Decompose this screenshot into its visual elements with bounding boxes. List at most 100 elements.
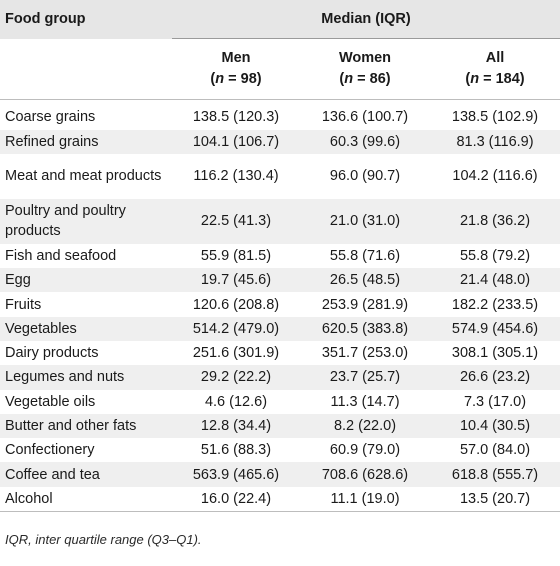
table-header: Food group Median (IQR) Men (n = 98) Wom… (0, 0, 560, 100)
table-footnote: IQR, inter quartile range (Q3–Q1). (5, 532, 202, 547)
food-group-cell: Dairy products (5, 345, 99, 362)
women-value-cell: 708.6 (628.6) (321, 466, 409, 483)
food-group-cell: Fish and seafood (5, 247, 117, 264)
men-value-cell: 251.6 (301.9) (192, 345, 280, 362)
all-value-cell: 574.9 (454.6) (451, 320, 539, 337)
header-row-top: Food group Median (IQR) (0, 0, 560, 39)
women-value-cell: 55.8 (71.6) (329, 247, 401, 264)
all-value-cell: 138.5 (102.9) (451, 108, 539, 125)
men-value-cell: 22.5 (41.3) (200, 213, 272, 230)
food-intake-table: Food group Median (IQR) Men (n = 98) Wom… (0, 0, 560, 512)
women-value-cell: 21.0 (31.0) (329, 213, 401, 230)
empty-header-cell (0, 38, 172, 100)
women-value-cell: 11.1 (19.0) (330, 490, 400, 507)
all-value-cell: 618.8 (555.7) (451, 466, 539, 483)
table-row: Coffee and tea 563.9 (465.6) 708.6 (628.6)… (0, 462, 560, 487)
food-group-cell: Egg (5, 272, 31, 289)
all-n-value: = 184) (479, 71, 525, 87)
all-value-cell: 55.8 (79.2) (459, 247, 531, 264)
women-value-cell: 11.3 (14.7) (330, 393, 400, 410)
table-row: Vegetable oils 4.6 (12.6) 11.3 (14.7) 7.3 (… (0, 389, 560, 414)
men-value-cell: 51.6 (88.3) (200, 442, 272, 459)
men-value-cell: 4.6 (12.6) (204, 393, 268, 410)
men-value-cell: 138.5 (120.3) (192, 108, 280, 125)
table-row: Poultry and poultry products 22.5 (41.3) 2… (0, 198, 560, 244)
women-n: (n = 86) (339, 71, 391, 87)
men-n: (n = 98) (210, 71, 262, 87)
men-n-value: = 98) (224, 71, 262, 87)
food-group-cell: Refined grains (5, 133, 99, 150)
all-value-cell: 81.3 (116.9) (456, 133, 534, 150)
food-group-cell: Confectionery (5, 442, 95, 459)
men-value-cell: 55.9 (81.5) (200, 247, 272, 264)
women-value-cell: 8.2 (22.0) (333, 418, 397, 435)
food-group-cell: Coffee and tea (5, 466, 100, 483)
median-iqr-header: Median (IQR) (172, 0, 560, 39)
table-row: Egg 19.7 (45.6) 26.5 (48.5) 21.4 (48.0) (0, 268, 560, 293)
men-n-symbol: n (215, 71, 225, 87)
men-value-cell: 29.2 (22.2) (200, 369, 272, 386)
women-value-cell: 351.7 (253.0) (321, 345, 409, 362)
women-value-cell: 96.0 (90.7) (329, 168, 401, 185)
food-group-cell: Fruits (5, 296, 42, 313)
food-group-cell: Vegetable oils (5, 393, 96, 410)
all-value-cell: 26.6 (23.2) (459, 369, 531, 386)
women-value-cell: 136.6 (100.7) (321, 108, 409, 125)
food-group-cell: Vegetables (5, 320, 77, 337)
table-row: Vegetables 514.2 (479.0) 620.5 (383.8) 574.… (0, 316, 560, 341)
men-value-cell: 563.9 (465.6) (192, 466, 280, 483)
women-value-cell: 26.5 (48.5) (329, 272, 401, 289)
all-value-cell: 7.3 (17.0) (463, 393, 527, 410)
all-value-cell: 21.4 (48.0) (459, 272, 531, 289)
men-label: Men (221, 50, 251, 66)
food-group-cell: Meat and meat products (5, 168, 162, 185)
women-value-cell: 23.7 (25.7) (329, 369, 401, 386)
table-row: Butter and other fats 12.8 (34.4) 8.2 (22.… (0, 413, 560, 439)
men-value-cell: 104.1 (106.7) (192, 133, 280, 150)
table-body: Coarse grains 138.5 (120.3) 136.6 (100.7) 1… (0, 99, 560, 512)
all-label: All (485, 50, 505, 66)
food-group-cell: Butter and other fats (5, 418, 137, 435)
food-group-cell: Poultry and poultry products (5, 203, 126, 240)
men-value-cell: 116.2 (130.4) (193, 168, 279, 185)
women-n-value: = 86) (353, 71, 391, 87)
men-header: Men (n = 98) (172, 38, 300, 100)
all-value-cell: 21.8 (36.2) (459, 213, 531, 230)
food-group-cell: Legumes and nuts (5, 369, 125, 386)
table-row: Legumes and nuts 29.2 (22.2) 23.7 (25.7) 26… (0, 365, 560, 390)
women-value-cell: 60.3 (99.6) (329, 133, 401, 150)
food-group-cell: Alcohol (5, 490, 53, 507)
table-row: Meat and meat products 116.2 (130.4) 96.0 … (0, 153, 560, 199)
women-value-cell: 60.9 (79.0) (329, 442, 401, 459)
table-row: Confectionery 51.6 (88.3) 60.9 (79.0) 57.0 … (0, 438, 560, 463)
women-value-cell: 620.5 (383.8) (321, 320, 409, 337)
all-n-symbol: n (470, 71, 480, 87)
header-row-groups: Men (n = 98) Women (n = 86) All (n = 184… (0, 38, 560, 100)
men-value-cell: 12.8 (34.4) (200, 418, 272, 435)
table-row: Fish and seafood 55.9 (81.5) 55.8 (71.6) 55… (0, 243, 560, 269)
women-label: Women (338, 50, 392, 66)
all-value-cell: 182.2 (233.5) (451, 296, 539, 313)
table-row: Dairy products 251.6 (301.9) 351.7 (253.0)… (0, 340, 560, 366)
all-value-cell: 57.0 (84.0) (459, 442, 531, 459)
women-header: Women (n = 86) (300, 38, 430, 100)
men-value-cell: 514.2 (479.0) (192, 320, 280, 337)
food-group-cell: Coarse grains (5, 108, 96, 125)
all-value-cell: 308.1 (305.1) (451, 345, 539, 362)
table-row: Refined grains 104.1 (106.7) 60.3 (99.6) 81… (0, 129, 560, 154)
table-row: Fruits 120.6 (208.8) 253.9 (281.9) 182.2 (2… (0, 292, 560, 317)
all-value-cell: 104.2 (116.6) (452, 168, 538, 185)
all-header: All (n = 184) (430, 38, 560, 100)
all-n: (n = 184) (465, 71, 525, 87)
all-value-cell: 10.4 (30.5) (459, 418, 531, 435)
women-n-symbol: n (344, 71, 354, 87)
men-value-cell: 16.0 (22.4) (200, 490, 272, 507)
all-value-cell: 13.5 (20.7) (459, 490, 531, 507)
men-value-cell: 19.7 (45.6) (200, 272, 272, 289)
women-value-cell: 253.9 (281.9) (321, 296, 409, 313)
table-row: Alcohol 16.0 (22.4) 11.1 (19.0) 13.5 (20.7) (0, 486, 560, 512)
men-value-cell: 120.6 (208.8) (192, 296, 280, 313)
table-row: Coarse grains 138.5 (120.3) 136.6 (100.7) 1… (0, 99, 560, 130)
food-group-header: Food group (5, 11, 86, 28)
